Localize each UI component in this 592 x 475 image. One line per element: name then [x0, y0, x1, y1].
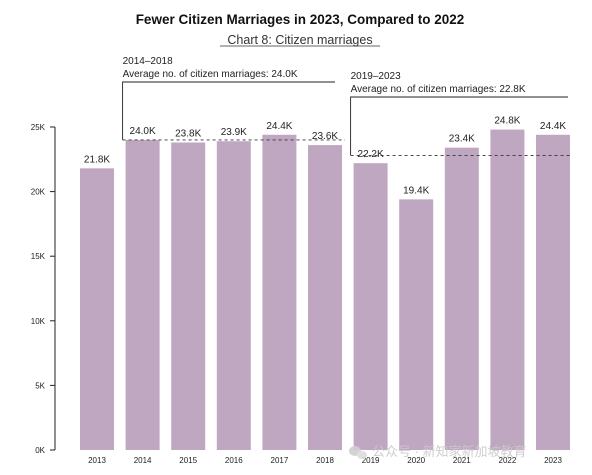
- bar-value-label: 23.9K: [221, 127, 247, 138]
- period-bracket: [122, 81, 335, 140]
- bar: [444, 147, 479, 450]
- x-axis: 2013 2014 2015 2016 2017 2018 2019 2020 2021 2022…: [88, 456, 562, 465]
- y-tick-label: 0K: [35, 446, 45, 455]
- y-axis: 0K 5K 10K 15K 20K 25K: [31, 123, 56, 455]
- x-tick-label: 2014: [134, 456, 152, 465]
- bar-value-label: 21.8K: [84, 154, 110, 165]
- y-tick-label: 15K: [31, 252, 46, 261]
- bar-value-label: 24.0K: [130, 126, 156, 137]
- watermark-text: 公众号 · 新知家新加坡教育: [372, 444, 527, 459]
- x-tick-label: 2013: [88, 456, 106, 465]
- bar: [308, 145, 342, 450]
- bar: [262, 134, 297, 450]
- average-lines: [122, 139, 572, 156]
- period-average-caption: Average no. of citizen marriages: 22.8K: [351, 84, 526, 95]
- x-tick-label: 2017: [271, 456, 289, 465]
- bar-value-label: 23.6K: [312, 131, 338, 142]
- period-bracket: [350, 96, 568, 156]
- bar-value-label: 23.4K: [449, 134, 475, 145]
- bar: [353, 163, 388, 450]
- bar-value-label: 19.4K: [403, 185, 429, 196]
- x-tick-label: 2015: [179, 456, 197, 465]
- bar: [536, 134, 570, 450]
- x-tick-label: 2021: [453, 456, 471, 465]
- x-tick-label: 2023: [544, 456, 562, 465]
- bar-value-label: 23.8K: [175, 129, 201, 140]
- y-tick-label: 25K: [31, 123, 46, 132]
- period-range-label: 2019–2023: [351, 71, 401, 82]
- bar: [216, 141, 251, 450]
- bar-value-label: 22.2K: [358, 149, 384, 160]
- chart-title: Fewer Citizen Marriages in 2023, Compare…: [136, 12, 465, 27]
- period-range-label: 2014–2018: [123, 56, 173, 67]
- x-tick-label: 2020: [407, 456, 425, 465]
- x-tick-label: 2019: [362, 456, 380, 465]
- bar: [80, 168, 114, 450]
- bar: [399, 199, 434, 450]
- bar-value-label: 24.4K: [540, 121, 566, 132]
- x-tick-label: 2016: [225, 456, 243, 465]
- bar: [125, 139, 160, 451]
- y-tick-label: 20K: [31, 188, 46, 197]
- bars: 21.8K 24.0K 23.8K 23.9K 24.4K 23.6K 22.2K 19.4K…: [80, 116, 570, 451]
- wechat-icon: [349, 446, 367, 459]
- chart-subtitle: Chart 8: Citizen marriages: [227, 33, 372, 47]
- watermark: 公众号 · 新知家新加坡教育: [349, 444, 527, 459]
- x-tick-label: 2018: [316, 456, 334, 465]
- bar-value-label: 24.4K: [266, 121, 292, 132]
- period-average-caption: Average no. of citizen marriages: 24.0K: [123, 69, 298, 80]
- y-tick-label: 10K: [31, 317, 46, 326]
- bar: [490, 129, 525, 451]
- bar-value-label: 24.8K: [494, 116, 520, 127]
- bar: [171, 142, 206, 450]
- reference-periods: 2014–2018 Average no. of citizen marriage…: [122, 56, 568, 156]
- y-tick-label: 5K: [35, 381, 45, 390]
- x-tick-label: 2022: [499, 456, 517, 465]
